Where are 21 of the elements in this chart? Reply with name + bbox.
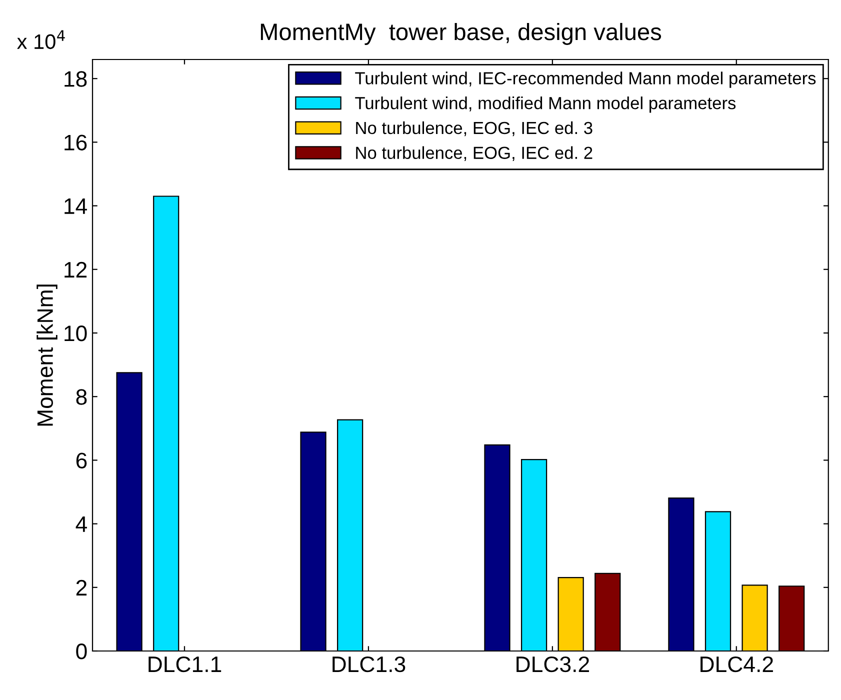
y-tick-label: 6 <box>76 452 87 468</box>
legend-label: Turbulent wind, IEC-recommended Mann model parameters <box>355 72 816 88</box>
chart-title: MomentMy tower base, design values <box>260 22 662 45</box>
x-tick-label: DLC1.3 <box>332 656 406 672</box>
legend-label: No turbulence, EOG, IEC ed. 3 <box>356 121 592 136</box>
legend-label: No turbulence, EOG, IEC ed. 2 <box>356 146 592 162</box>
x-tick-label: DLC3.2 <box>516 656 589 672</box>
y-tick-label: 2 <box>76 580 87 596</box>
y-tick-label: 18 <box>64 71 87 87</box>
y-tick-label: 12 <box>64 262 87 278</box>
y-tick-label: 14 <box>64 198 87 214</box>
y-tick-label: 4 <box>76 516 87 532</box>
text: x 10$^{4}$ <box>17 30 65 50</box>
y-tick-label: 16 <box>64 134 87 150</box>
y-tick-label: 0 <box>76 644 87 660</box>
y-tick-label: 8 <box>76 389 87 405</box>
legend-label: Turbulent wind, modified Mann model parameters <box>355 96 736 113</box>
y-tick-label: 10 <box>64 326 87 342</box>
x-tick-label: DLC4.2 <box>700 656 773 672</box>
y-axis-title: Moment [kNm] <box>36 284 58 426</box>
x-tick-label: DLC1.1 <box>148 656 222 672</box>
